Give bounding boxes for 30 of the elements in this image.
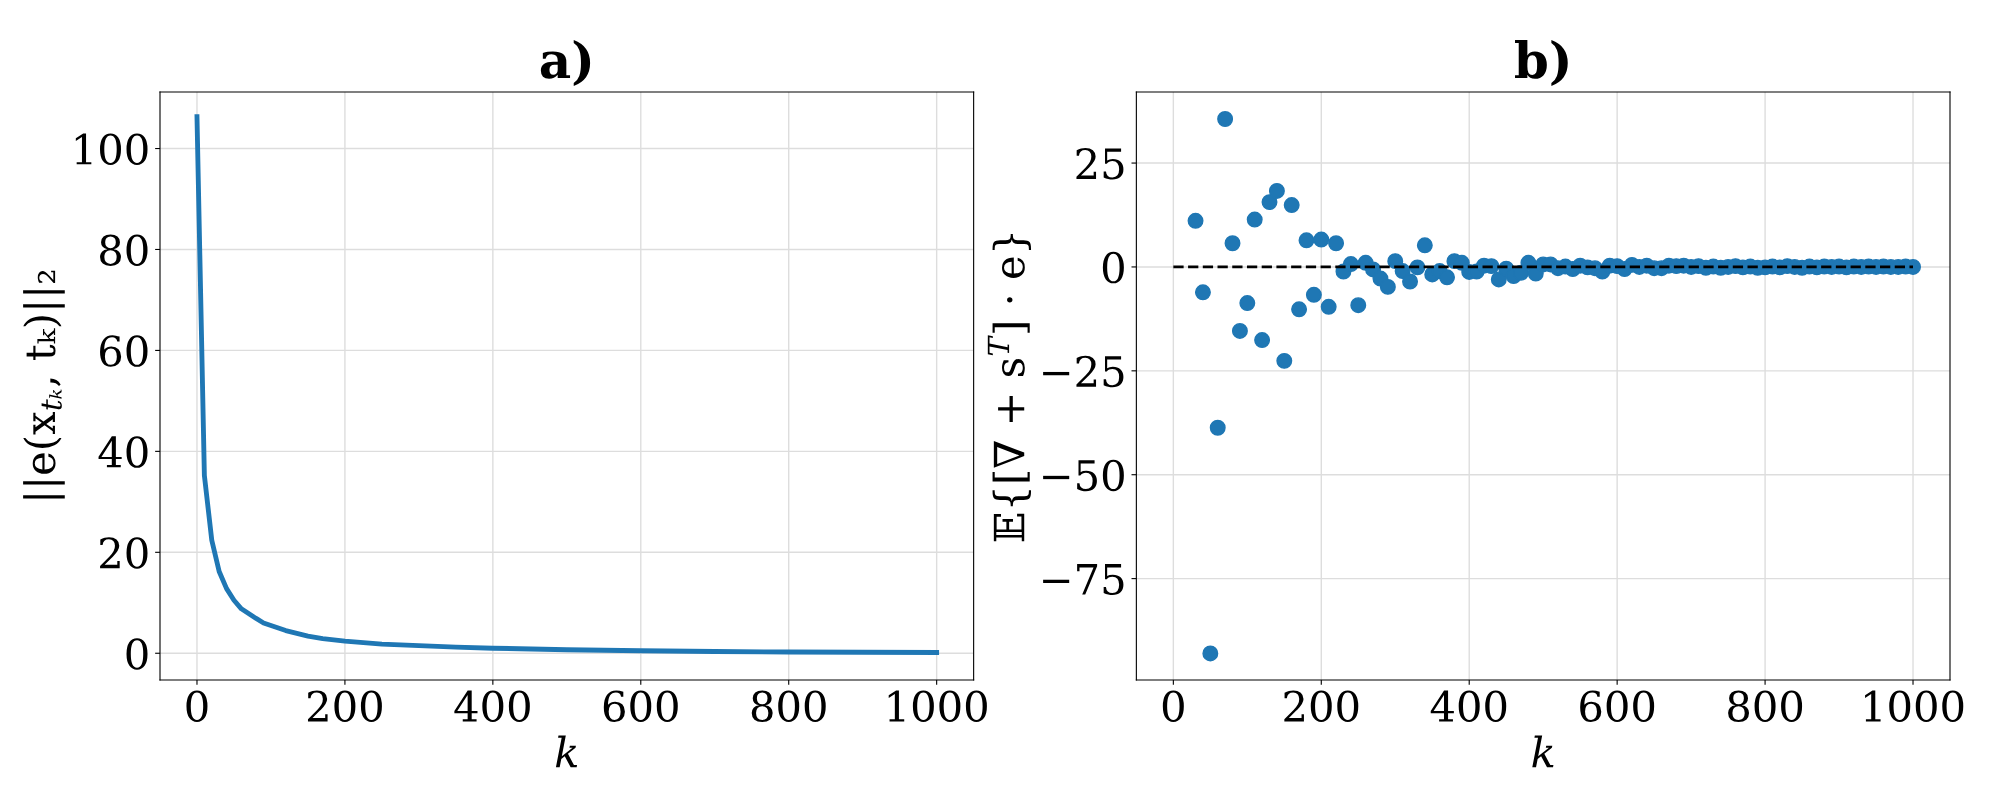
- y-tick-label: 20: [100, 537, 148, 569]
- x-tick-label: 200: [1284, 690, 1359, 722]
- x-tick-label: 400: [454, 690, 530, 722]
- x-tick-label: 600: [1580, 690, 1655, 722]
- y-axis-title: 𝔼{[∇ + s$^{T}$] · e}: [987, 234, 1032, 542]
- x-tick-label: 200: [307, 690, 382, 722]
- x-tick-label: 1000: [888, 690, 987, 722]
- y-tick-label: 25: [1076, 147, 1124, 180]
- y-tick-label: 60: [100, 335, 148, 367]
- x-axis-title: k: [1532, 735, 1554, 768]
- x-tick-label: 1000: [1865, 690, 1964, 722]
- y-tick-label: 0: [1102, 251, 1124, 284]
- y-tick-label: −25: [1043, 355, 1124, 388]
- y-tick-label: 0: [126, 638, 148, 670]
- y-tick-label: −75: [1043, 564, 1124, 596]
- chart-title: a): [540, 40, 591, 86]
- y-tick-label: 40: [98, 436, 148, 468]
- y-axis-title: ||e(x$_{tₖ}$, tₖ)||₂: [23, 270, 65, 499]
- x-tick-label: 800: [751, 690, 826, 722]
- y-tick-label: 80: [100, 234, 148, 266]
- x-tick-label: 800: [1728, 690, 1803, 722]
- y-tick-label: 100: [75, 133, 148, 165]
- x-axis-title: k: [555, 735, 578, 768]
- chart-title: b): [1515, 40, 1568, 86]
- x-tick-label: 0: [1162, 690, 1184, 722]
- x-tick-label: 0: [186, 690, 208, 722]
- y-tick-label: −50: [1043, 459, 1124, 492]
- x-tick-label: 600: [603, 690, 678, 722]
- x-tick-label: 400: [1430, 690, 1507, 722]
- line-series: [194, 114, 940, 655]
